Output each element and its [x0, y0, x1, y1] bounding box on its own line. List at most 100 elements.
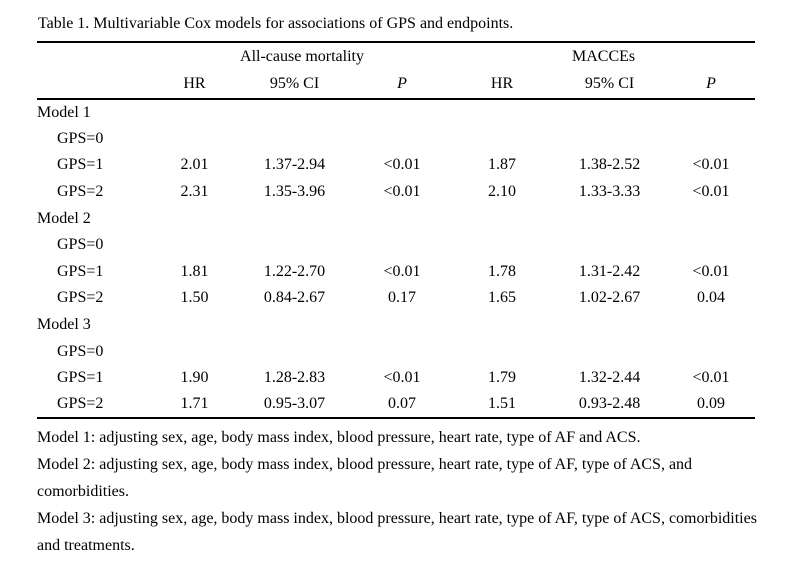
row-label-cell: GPS=1	[57, 156, 104, 174]
data-cell	[667, 338, 755, 365]
row-label-cell: GPS=0	[57, 129, 104, 147]
data-cell	[152, 232, 237, 259]
data-cell	[237, 205, 352, 232]
row-label-cell: GPS=2	[57, 289, 104, 307]
data-cell: <0.01	[383, 156, 421, 174]
data-cell: 0.04	[697, 289, 726, 307]
col-header-hr: HR	[183, 75, 206, 92]
data-cell	[452, 205, 552, 232]
data-cell: 1.02-2.67	[578, 289, 641, 307]
col-header-p: P	[397, 75, 407, 92]
data-cell	[452, 126, 552, 153]
data-cell: 0.95-3.07	[263, 395, 326, 413]
data-cell	[552, 312, 667, 339]
data-cell	[237, 312, 352, 339]
table-row: GPS=2 1.71 0.95-3.07 0.07 1.51 0.93-2.48…	[37, 392, 755, 419]
table-header: All-cause mortality MACCEs HR 95% CI P H…	[37, 42, 756, 99]
table-row: Model 3	[37, 312, 755, 339]
row-label-cell: GPS=1	[57, 262, 104, 280]
data-cell: <0.01	[383, 262, 421, 280]
data-cell: 1.79	[488, 369, 517, 387]
row-label-cell: GPS=1	[57, 369, 104, 387]
data-cell: 1.32-2.44	[578, 369, 641, 387]
table-row: GPS=1 1.90 1.28-2.83 <0.01 1.79 1.32-2.4…	[37, 365, 755, 392]
data-cell	[352, 338, 452, 365]
data-cell	[452, 338, 552, 365]
data-cell	[352, 99, 452, 126]
row-label-cell: GPS=2	[57, 395, 104, 413]
data-cell: 1.65	[488, 289, 517, 307]
footnote: Model 3: adjusting sex, age, body mass i…	[37, 510, 757, 555]
data-cell: 0.84-2.67	[263, 289, 326, 307]
data-cell	[152, 312, 237, 339]
data-cell: 1.71	[180, 395, 209, 413]
data-cell: <0.01	[383, 369, 421, 387]
table-row: GPS=0	[37, 126, 755, 153]
data-cell: 0.17	[388, 289, 417, 307]
data-cell: 1.78	[488, 262, 517, 280]
data-cell	[352, 312, 452, 339]
row-label-cell: Model 3	[37, 316, 91, 334]
table-row: GPS=0	[37, 232, 755, 259]
data-cell: 1.37-2.94	[263, 156, 326, 174]
data-cell: <0.01	[692, 183, 730, 201]
data-cell	[552, 99, 667, 126]
table-row: Model 1	[37, 99, 755, 126]
data-cell: 2.31	[180, 183, 209, 201]
footnote: Model 2: adjusting sex, age, body mass i…	[37, 456, 693, 501]
data-cell: 1.33-3.33	[578, 183, 641, 201]
data-cell	[667, 205, 755, 232]
data-cell	[552, 126, 667, 153]
row-label-cell: Model 1	[37, 103, 91, 121]
data-cell	[152, 205, 237, 232]
data-cell	[667, 126, 755, 153]
data-cell	[352, 205, 452, 232]
data-cell	[237, 126, 352, 153]
table-body: Model 1 GPS=0 GPS=1 2.01 1.37-2.94 <0.01…	[37, 99, 755, 418]
data-cell	[152, 338, 237, 365]
data-cell	[452, 312, 552, 339]
row-label-cell: GPS=0	[57, 342, 104, 360]
group-header-all-cause-mortality: All-cause mortality	[240, 47, 364, 65]
data-cell	[452, 99, 552, 126]
data-cell: 1.31-2.42	[578, 262, 641, 280]
data-cell	[552, 338, 667, 365]
data-cell: 1.90	[180, 369, 209, 387]
data-cell	[237, 99, 352, 126]
footnotes: Model 1: adjusting sex, age, body mass i…	[37, 424, 765, 559]
table-row: GPS=2 2.31 1.35-3.96 <0.01 2.10 1.33-3.3…	[37, 179, 755, 206]
table-row: GPS=0	[37, 338, 755, 365]
data-cell: 0.93-2.48	[578, 395, 641, 413]
corner-cell	[37, 42, 152, 70]
data-cell: 0.09	[697, 395, 726, 413]
data-cell: <0.01	[383, 183, 421, 201]
data-cell	[667, 312, 755, 339]
data-cell	[452, 232, 552, 259]
data-cell	[667, 99, 755, 126]
table-row: GPS=1 2.01 1.37-2.94 <0.01 1.87 1.38-2.5…	[37, 152, 755, 179]
data-cell: 1.81	[180, 262, 209, 280]
data-cell	[152, 99, 237, 126]
data-cell	[552, 205, 667, 232]
column-header-row: HR 95% CI P HR 95% CI P	[37, 70, 755, 99]
row-label-cell: Model 2	[37, 209, 91, 227]
data-cell: 2.10	[488, 183, 517, 201]
col-header-p: P	[706, 75, 716, 92]
table-row: GPS=1 1.81 1.22-2.70 <0.01 1.78 1.31-2.4…	[37, 259, 755, 286]
data-cell: 2.01	[180, 156, 209, 174]
row-label-cell: GPS=0	[57, 236, 104, 254]
data-cell	[152, 126, 237, 153]
table-row: GPS=2 1.50 0.84-2.67 0.17 1.65 1.02-2.67…	[37, 285, 755, 312]
data-cell	[352, 126, 452, 153]
data-cell: <0.01	[692, 262, 730, 280]
cox-models-table: All-cause mortality MACCEs HR 95% CI P H…	[37, 41, 756, 420]
data-cell: 1.38-2.52	[578, 156, 641, 174]
footnote: Model 1: adjusting sex, age, body mass i…	[37, 429, 641, 447]
data-cell: 1.28-2.83	[263, 369, 326, 387]
col-header-hr: HR	[490, 75, 514, 92]
data-cell	[237, 338, 352, 365]
data-cell: 0.07	[388, 395, 417, 413]
col-header-ci: 95% CI	[584, 75, 635, 92]
data-cell	[667, 232, 755, 259]
